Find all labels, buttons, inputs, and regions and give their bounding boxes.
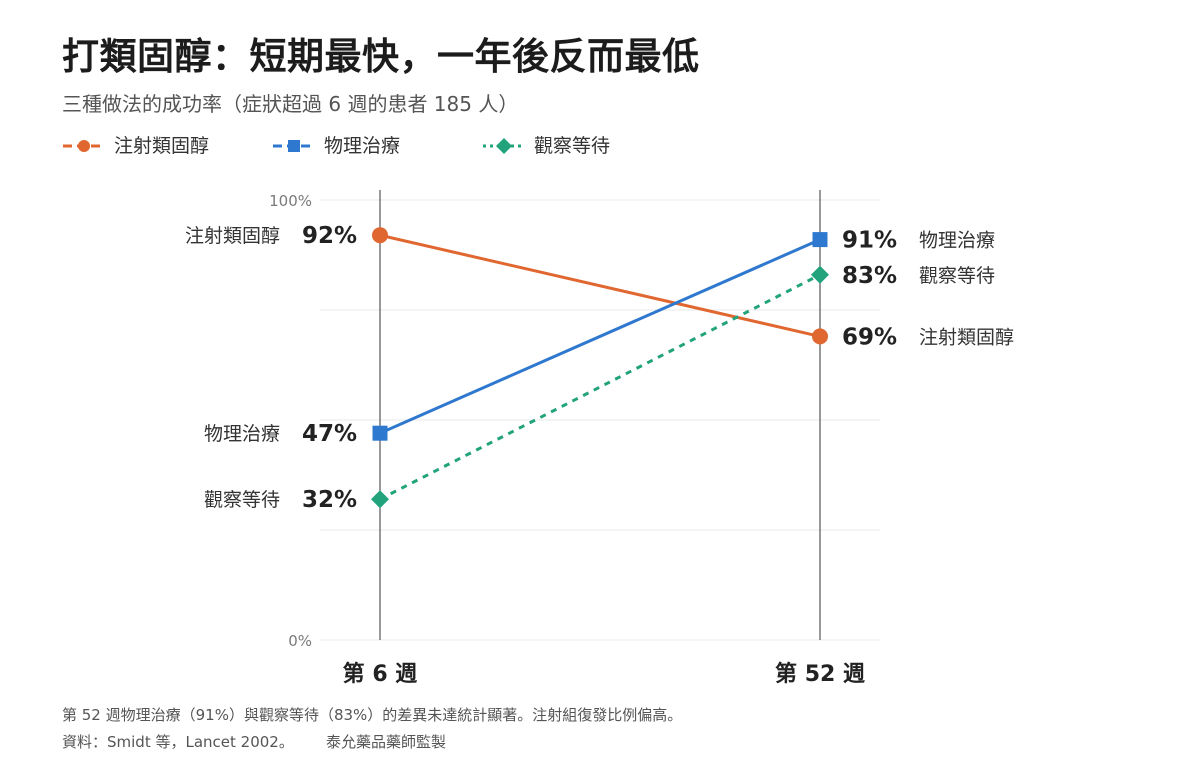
series-name-label: 注射類固醇 bbox=[185, 225, 280, 247]
series-line-物理治療 bbox=[379, 238, 821, 435]
data-label: 69% bbox=[842, 324, 897, 350]
legend-marker-square-icon bbox=[273, 140, 315, 152]
credit-note: 泰允藥品藥師監製 bbox=[326, 733, 447, 751]
footnote: 第 52 週物理治療（91%）與觀察等待（83%）的差異未達統計顯著。注射組復發… bbox=[62, 706, 683, 724]
data-point-注射類固醇 bbox=[812, 328, 828, 345]
legend-marker-diamond-icon bbox=[483, 138, 525, 154]
data-label: 92% bbox=[302, 223, 357, 249]
series-name-label: 物理治療 bbox=[204, 423, 280, 445]
x-tick-label: 第 52 週 bbox=[775, 661, 865, 687]
series-name-label: 觀察等待 bbox=[919, 265, 995, 287]
y-tick-label: 100% bbox=[269, 192, 312, 210]
legend-label: 觀察等待 bbox=[534, 135, 611, 157]
source-note: 資料：Smidt 等，Lancet 2002。 bbox=[62, 733, 294, 751]
series-name-label: 物理治療 bbox=[919, 230, 995, 252]
data-point-物理治療 bbox=[372, 425, 388, 441]
data-label: 83% bbox=[842, 263, 897, 289]
series-name-label: 注射類固醇 bbox=[919, 326, 1014, 348]
slope-chart: 0% 100% 第 6 週 第 52 週 92% 注射類固醇 69% 注射類固醇 47% 物理治療… bbox=[185, 190, 1014, 687]
data-point-物理治療 bbox=[812, 232, 828, 248]
legend-label: 注射類固醇 bbox=[114, 135, 210, 157]
data-label: 47% bbox=[302, 421, 357, 447]
series-line-觀察等待 bbox=[379, 273, 821, 501]
x-tick-label: 第 6 週 bbox=[343, 661, 418, 687]
data-point-注射類固醇 bbox=[372, 227, 388, 244]
legend-marker-circle-icon bbox=[63, 140, 105, 152]
chart-subtitle: 三種做法的成功率（症狀超過 6 週的患者 185 人） bbox=[62, 92, 519, 116]
legend-label: 物理治療 bbox=[324, 135, 401, 157]
data-label: 32% bbox=[302, 487, 357, 513]
data-label: 91% bbox=[842, 228, 897, 254]
y-tick-label: 0% bbox=[288, 632, 312, 650]
chart-title: 打類固醇：短期最快，一年後反而最低 bbox=[62, 35, 700, 78]
data-point-觀察等待 bbox=[811, 265, 829, 284]
series-name-label: 觀察等待 bbox=[204, 489, 280, 511]
series-line-注射類固醇 bbox=[379, 233, 821, 338]
data-point-觀察等待 bbox=[371, 490, 389, 509]
